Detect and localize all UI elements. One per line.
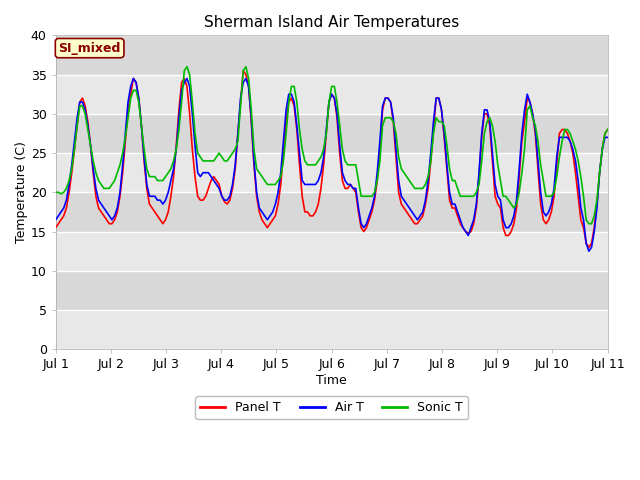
Bar <box>56 114 607 153</box>
Title: Sherman Island Air Temperatures: Sherman Island Air Temperatures <box>204 15 460 30</box>
Bar <box>56 192 607 231</box>
Legend: Panel T, Air T, Sonic T: Panel T, Air T, Sonic T <box>195 396 468 420</box>
Bar <box>56 36 607 74</box>
Text: SI_mixed: SI_mixed <box>58 42 121 55</box>
Y-axis label: Temperature (C): Temperature (C) <box>15 142 28 243</box>
X-axis label: Time: Time <box>316 374 347 387</box>
Bar <box>56 271 607 310</box>
